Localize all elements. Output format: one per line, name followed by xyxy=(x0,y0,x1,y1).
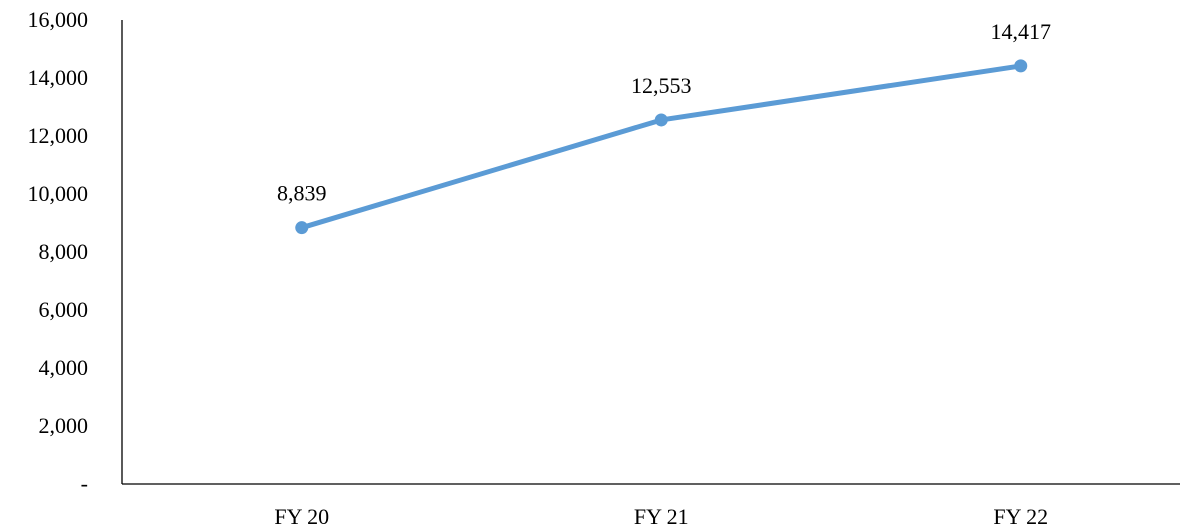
data-point-marker xyxy=(654,113,668,127)
y-tick-label: 14,000 xyxy=(28,65,89,90)
data-label: 14,417 xyxy=(991,19,1052,44)
y-tick-label: 10,000 xyxy=(28,181,89,206)
x-tick-label: FY 20 xyxy=(274,504,329,529)
y-tick-label: 6,000 xyxy=(39,297,89,322)
y-tick-label: 12,000 xyxy=(28,123,89,148)
x-tick-label: FY 21 xyxy=(634,504,689,529)
y-tick-label: 2,000 xyxy=(39,413,89,438)
y-tick-label: 8,000 xyxy=(39,239,89,264)
data-point-marker xyxy=(1014,59,1028,73)
data-point-marker xyxy=(295,221,309,235)
y-tick-label: 4,000 xyxy=(39,355,89,380)
data-label-layer: 8,839 12,553 14,417 xyxy=(277,19,1051,206)
y-tick-label: - xyxy=(81,471,88,496)
y-tick-label: 16,000 xyxy=(28,7,89,32)
y-axis-tick-labels: - 2,000 4,000 6,000 8,000 10,000 12,000 14,000 1… xyxy=(28,7,89,496)
data-label: 12,553 xyxy=(631,73,692,98)
x-axis-tick-labels: FY 20 FY 21 FY 22 xyxy=(274,504,1048,529)
series-layer xyxy=(295,59,1028,235)
x-tick-label: FY 22 xyxy=(993,504,1048,529)
data-label: 8,839 xyxy=(277,181,327,206)
